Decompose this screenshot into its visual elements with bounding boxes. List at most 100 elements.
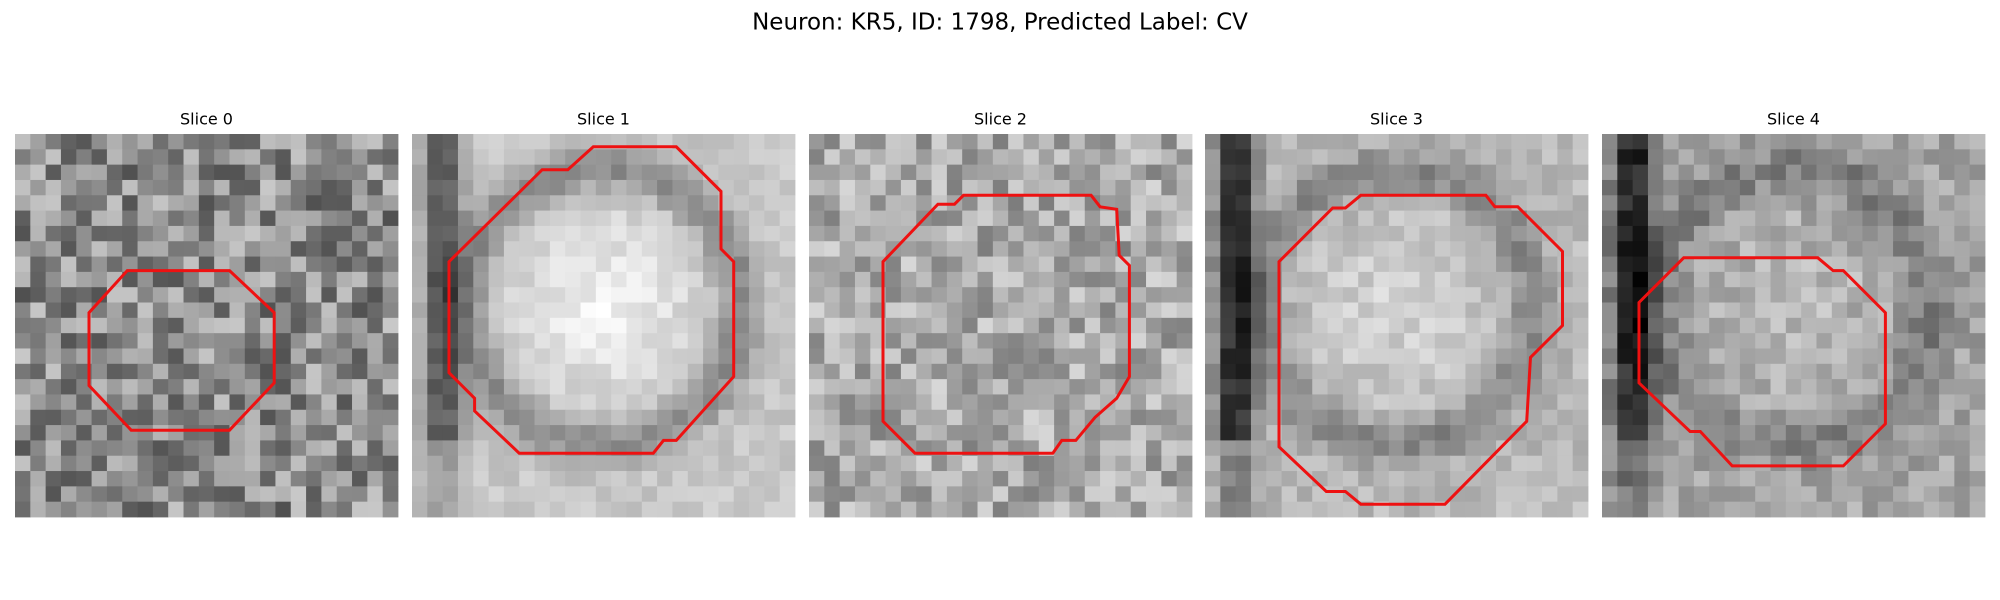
image-pixel	[1954, 440, 1971, 457]
image-pixel	[580, 271, 597, 288]
image-pixel	[900, 486, 917, 503]
image-pixel	[15, 317, 31, 334]
image-pixel	[1235, 333, 1252, 349]
image-pixel	[641, 425, 658, 441]
image-pixel	[214, 471, 230, 487]
image-pixel	[703, 425, 719, 441]
image-pixel	[779, 164, 796, 181]
image-pixel	[749, 149, 765, 166]
image-pixel	[534, 348, 551, 365]
image-pixel	[1100, 149, 1116, 166]
image-pixel	[183, 363, 200, 380]
image-pixel	[1647, 501, 1664, 518]
image-pixel	[595, 225, 612, 242]
image-pixel	[992, 394, 1009, 411]
image-pixel	[1724, 317, 1741, 334]
image-pixel	[1908, 425, 1925, 441]
image-pixel	[1663, 348, 1679, 365]
image-pixel	[1281, 363, 1298, 380]
image-pixel	[519, 195, 535, 211]
image-pixel	[1281, 149, 1298, 166]
image-pixel	[457, 455, 474, 472]
image-pixel	[1342, 440, 1359, 457]
image-pixel	[1572, 302, 1589, 319]
image-pixel	[1496, 134, 1512, 150]
image-pixel	[1847, 317, 1863, 334]
image-pixel	[1663, 409, 1679, 426]
image-pixel	[809, 471, 825, 487]
image-pixel	[1663, 394, 1679, 411]
image-pixel	[1816, 348, 1833, 365]
image-pixel	[15, 225, 31, 242]
image-pixel	[916, 379, 932, 395]
image-pixel	[1250, 164, 1267, 181]
image-pixel	[1496, 363, 1512, 380]
image-pixel	[611, 195, 627, 211]
image-pixel	[1069, 409, 1086, 426]
image-pixel	[946, 455, 963, 472]
image-pixel	[382, 256, 399, 273]
image-pixel	[1146, 225, 1162, 242]
image-pixel	[45, 471, 62, 487]
image-pixel	[457, 179, 474, 196]
image-pixel	[1709, 363, 1725, 380]
image-pixel	[106, 317, 123, 334]
image-pixel	[1296, 425, 1313, 441]
image-pixel	[1373, 179, 1390, 196]
image-pixel	[519, 486, 535, 503]
image-pixel	[352, 501, 368, 518]
image-pixel	[30, 333, 47, 349]
image-pixel	[1847, 287, 1863, 303]
image-pixel	[1054, 379, 1070, 395]
image-pixel	[1969, 241, 1986, 257]
image-pixel	[1908, 241, 1925, 257]
image-pixel	[503, 179, 520, 196]
image-pixel	[168, 425, 184, 441]
image-pixel	[1632, 486, 1649, 503]
image-pixel	[183, 179, 200, 196]
image-pixel	[183, 333, 200, 349]
image-pixel	[992, 348, 1009, 365]
image-pixel	[442, 241, 459, 257]
image-pixel	[733, 287, 750, 303]
image-pixel	[488, 409, 505, 426]
image-pixel	[1388, 379, 1405, 395]
image-pixel	[382, 486, 399, 503]
image-pixel	[839, 455, 856, 472]
image-pixel	[1739, 256, 1756, 273]
image-pixel	[1663, 471, 1679, 487]
image-pixel	[503, 379, 520, 395]
image-pixel	[626, 225, 643, 242]
image-pixel	[870, 164, 886, 181]
image-pixel	[1526, 501, 1543, 518]
image-pixel	[290, 409, 307, 426]
image-pixel	[1434, 317, 1451, 334]
image-pixel	[534, 134, 551, 150]
image-pixel	[60, 225, 77, 242]
image-pixel	[519, 455, 535, 472]
image-pixel	[244, 195, 261, 211]
image-pixel	[1250, 287, 1267, 303]
image-pixel	[15, 348, 31, 365]
image-pixel	[137, 210, 154, 227]
image-pixel	[198, 179, 215, 196]
image-pixel	[1100, 425, 1116, 441]
image-pixel	[854, 409, 871, 426]
image-pixel	[457, 256, 474, 273]
image-pixel	[687, 379, 704, 395]
image-pixel	[503, 225, 520, 242]
image-pixel	[1801, 363, 1817, 380]
image-pixel	[412, 471, 428, 487]
image-pixel	[1176, 471, 1193, 487]
image-pixel	[336, 501, 353, 518]
image-pixel	[1358, 241, 1374, 257]
image-pixel	[1038, 348, 1055, 365]
image-pixel	[1312, 486, 1328, 503]
image-pixel	[824, 271, 841, 288]
image-pixel	[1404, 149, 1420, 166]
image-pixel	[1602, 149, 1618, 166]
image-pixel	[519, 256, 535, 273]
image-pixel	[1663, 501, 1679, 518]
image-pixel	[1296, 455, 1313, 472]
image-pixel	[657, 348, 673, 365]
